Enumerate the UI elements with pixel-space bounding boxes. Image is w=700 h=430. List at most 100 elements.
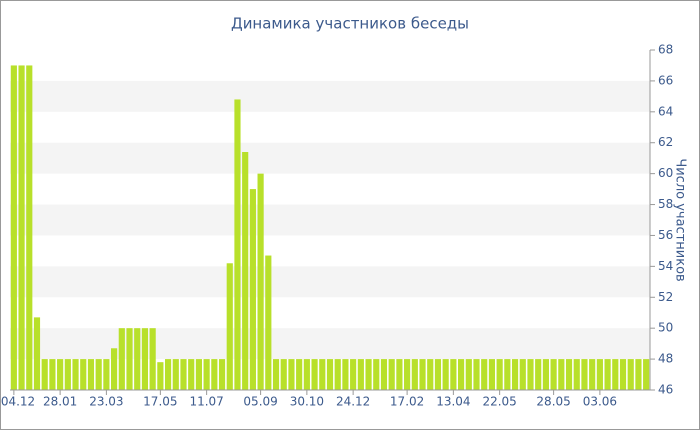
bar	[265, 255, 272, 390]
bar	[565, 359, 573, 390]
bar	[203, 359, 210, 390]
bar	[373, 359, 380, 390]
bar	[589, 359, 596, 390]
bar	[550, 359, 557, 390]
x-tick-label: 24.12	[336, 395, 370, 409]
bar	[242, 152, 249, 390]
y-axis-label: Число участников	[673, 158, 688, 281]
bar	[303, 359, 310, 390]
x-tick-label: 28.05	[536, 395, 570, 409]
bar	[350, 359, 357, 390]
chart-title: Динамика участников беседы	[231, 15, 469, 33]
bar	[511, 359, 519, 390]
x-tick-label: 05.09	[243, 395, 277, 409]
bar	[380, 359, 388, 390]
bar	[33, 317, 41, 390]
bar	[573, 359, 580, 390]
bar	[442, 359, 449, 390]
bar	[450, 359, 457, 390]
grid-band	[10, 80, 650, 112]
bar	[118, 328, 125, 390]
bar	[596, 359, 603, 390]
bar	[396, 359, 403, 390]
bar	[87, 359, 95, 390]
bar	[473, 359, 480, 390]
bar	[404, 359, 411, 390]
y-tick-label: 56	[658, 228, 673, 242]
y-tick-label: 50	[658, 321, 673, 335]
x-tick-label: 28.01	[43, 395, 77, 409]
bar	[388, 359, 395, 390]
bar	[72, 359, 79, 390]
y-tick-label: 64	[658, 104, 673, 118]
bar	[103, 359, 110, 390]
bar	[149, 328, 156, 390]
bar	[80, 359, 87, 390]
bar	[535, 359, 542, 390]
bar	[180, 359, 187, 390]
bar	[141, 328, 149, 390]
bar	[288, 359, 295, 390]
bar	[18, 65, 25, 391]
grid-band	[10, 142, 650, 174]
grid-band	[10, 204, 650, 236]
bar	[427, 359, 434, 390]
x-tick-label: 22.05	[482, 395, 516, 409]
y-tick-label: 68	[658, 43, 673, 57]
bar	[357, 359, 364, 390]
bar	[172, 359, 179, 390]
bar	[249, 189, 256, 390]
x-tick-label: 11.07	[189, 395, 223, 409]
bar	[111, 348, 118, 390]
bar	[365, 359, 372, 390]
bar	[157, 362, 164, 390]
bar	[64, 359, 71, 390]
bar	[411, 359, 418, 390]
bar	[604, 359, 611, 390]
bar	[134, 328, 141, 390]
bar	[272, 359, 280, 390]
bar	[627, 359, 634, 390]
bar	[519, 359, 526, 390]
x-tick-label: 30.10	[290, 395, 324, 409]
bar	[334, 359, 341, 390]
x-tick-label: 13.04	[436, 395, 470, 409]
bar	[635, 359, 642, 390]
bar	[496, 359, 503, 390]
bar	[504, 359, 511, 390]
y-tick-label: 48	[658, 352, 673, 366]
bar	[257, 173, 264, 390]
x-tick-label: 23.03	[89, 395, 123, 409]
x-tick-label: 17.05	[143, 395, 177, 409]
bar	[195, 359, 202, 390]
bar	[434, 359, 442, 390]
bar	[164, 359, 172, 390]
y-tick-label: 60	[658, 166, 673, 180]
bar	[234, 99, 241, 391]
bar	[542, 359, 549, 390]
bar	[612, 359, 619, 390]
x-tick-label: 04.12	[1, 395, 35, 409]
bar	[326, 359, 334, 390]
y-tick-label: 54	[658, 259, 673, 273]
y-tick-label: 46	[658, 383, 673, 397]
y-tick-label: 52	[658, 290, 673, 304]
bar	[419, 359, 426, 390]
bar	[49, 359, 56, 390]
bar	[218, 359, 226, 390]
x-tick-label: 17.02	[390, 395, 424, 409]
grid-band	[10, 266, 650, 298]
bar	[211, 359, 218, 390]
y-tick-label: 66	[658, 73, 673, 87]
bar	[643, 359, 650, 390]
bar	[41, 359, 48, 390]
bar	[126, 328, 133, 390]
bar	[188, 359, 195, 390]
bar	[296, 359, 303, 390]
bar	[465, 359, 472, 390]
bar	[558, 359, 565, 390]
bar	[311, 359, 318, 390]
y-tick-label: 62	[658, 135, 673, 149]
x-tick-label: 03.06	[583, 395, 617, 409]
